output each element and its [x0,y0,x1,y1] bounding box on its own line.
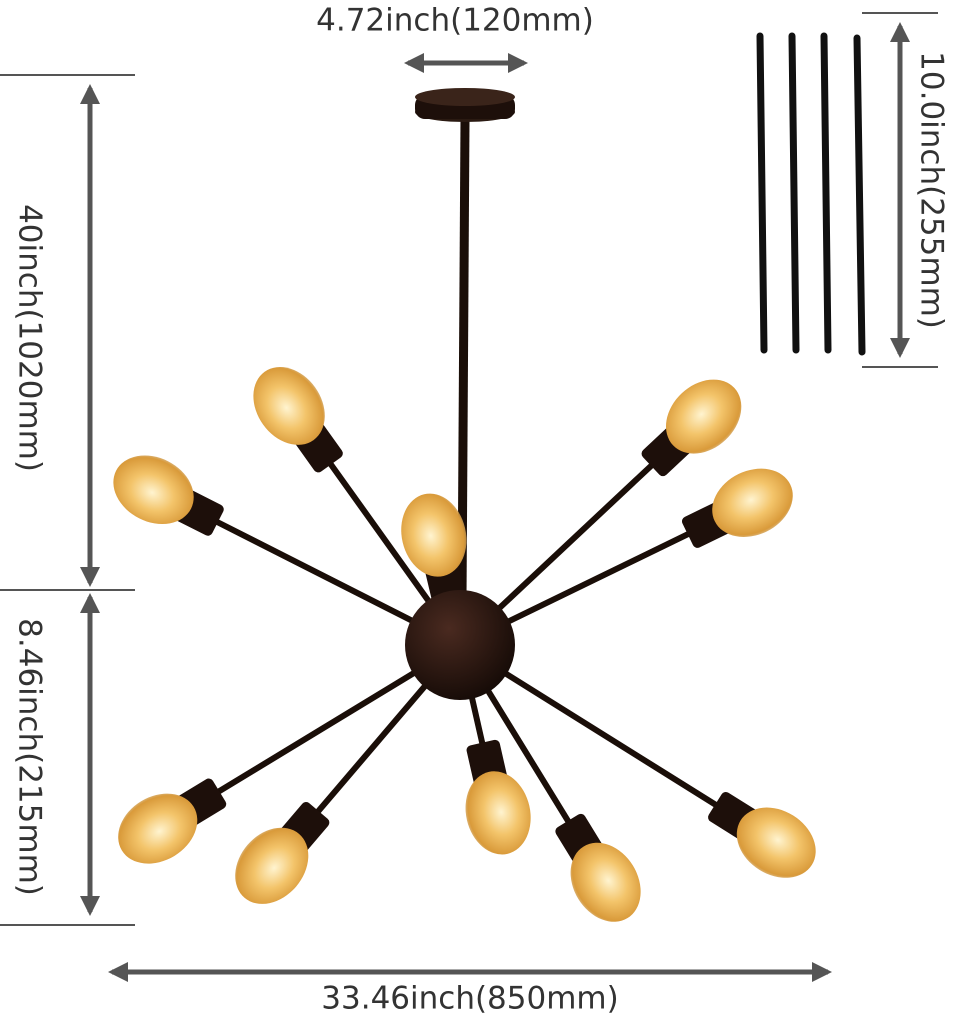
total-width-label: 33.46inch(850mm) [321,981,618,1017]
lamp-part [712,468,793,537]
lamp-part [113,455,194,525]
extension-rods [756,32,866,356]
lamp-part [736,807,816,878]
canopy-width-label: 4.72inch(120mm) [316,3,594,39]
total-height-label: 40inch(1020mm) [12,204,48,472]
lamp-part [401,493,467,577]
lamp-part [465,771,531,855]
lamp-part [405,590,515,700]
lamp-part [235,827,309,904]
lamp-part [253,367,325,445]
rod-length-label: 10.0inch(255mm) [914,51,950,329]
body-height-label: 8.46inch(215mm) [12,618,48,896]
lamp-part [570,842,641,922]
lamp-part [118,793,198,864]
lamp-part [665,379,742,454]
chandelier [113,88,816,922]
